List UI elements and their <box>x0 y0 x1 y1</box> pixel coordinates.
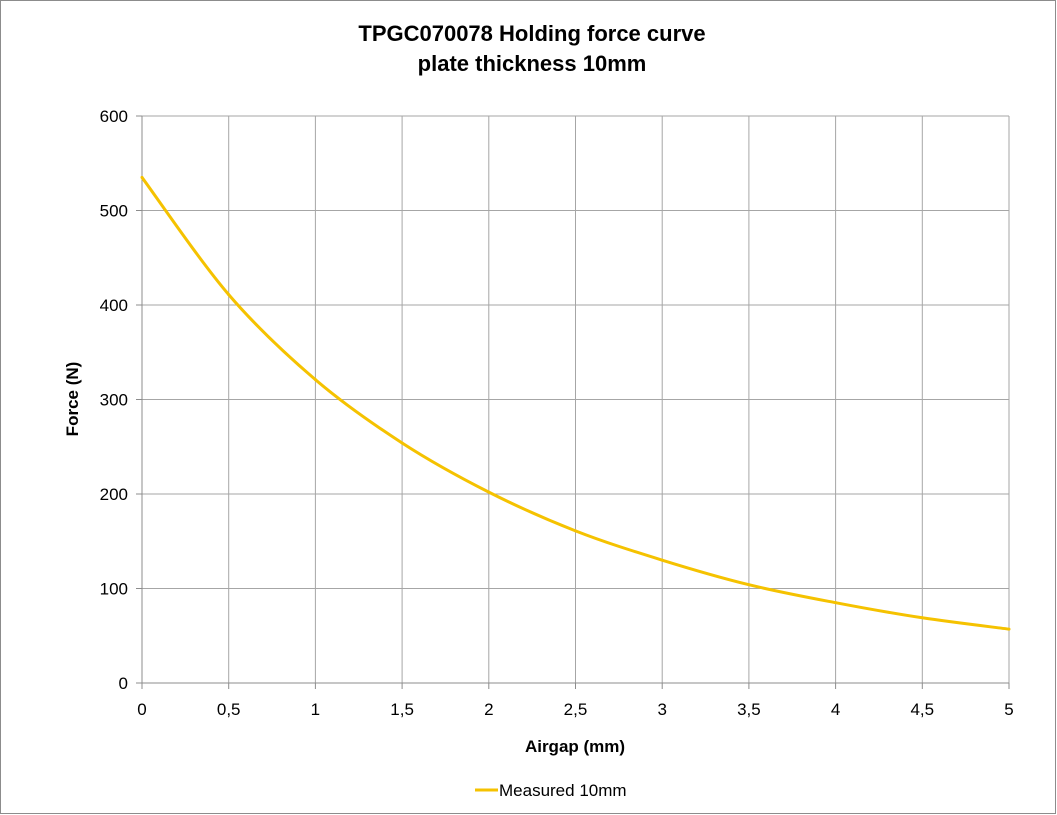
y-tick-label: 0 <box>119 674 128 693</box>
x-tick-label: 0 <box>137 700 146 719</box>
grid-layer <box>142 115 1010 683</box>
data-point <box>920 616 924 620</box>
y-tick-label: 100 <box>100 580 128 599</box>
data-point <box>834 601 838 605</box>
y-tick-label: 300 <box>100 391 128 410</box>
data-point <box>1007 627 1011 631</box>
x-tick-label: 2 <box>484 700 493 719</box>
series-line <box>140 176 1010 631</box>
y-tick-label: 500 <box>100 202 128 221</box>
data-point <box>313 378 317 382</box>
data-point <box>660 558 664 562</box>
legend: Measured 10mm <box>475 781 627 800</box>
x-tick-label: 3 <box>657 700 666 719</box>
data-point <box>747 583 751 587</box>
y-tick-label: 400 <box>100 296 128 315</box>
tick-labels: 0 100 200 300 400 500 600 0 0,5 1 1,5 2 2,5 3 3,5 4 4,5 5 <box>100 107 1014 719</box>
x-tick-label: 4,5 <box>910 700 934 719</box>
x-tick-label: 2,5 <box>564 700 588 719</box>
x-tick-label: 4 <box>831 700 840 719</box>
x-tick-label: 1,5 <box>390 700 414 719</box>
data-point <box>400 441 404 445</box>
legend-label: Measured 10mm <box>499 781 627 800</box>
chart-subtitle: plate thickness 10mm <box>418 51 647 76</box>
x-tick-label: 5 <box>1004 700 1013 719</box>
data-point <box>140 175 144 179</box>
y-axis-title: Force (N) <box>63 362 82 437</box>
y-tick-label: 200 <box>100 485 128 504</box>
chart-title: TPGC070078 Holding force curve <box>358 21 705 46</box>
x-tick-label: 3,5 <box>737 700 761 719</box>
data-point <box>487 490 491 494</box>
y-tick-label: 600 <box>100 107 128 126</box>
x-tick-label: 1 <box>311 700 320 719</box>
x-axis-title: Airgap (mm) <box>525 737 625 756</box>
series-layer <box>140 175 1011 631</box>
data-point <box>227 293 231 297</box>
axis-layer <box>136 115 1010 689</box>
data-point <box>574 529 577 533</box>
x-tick-label: 0,5 <box>217 700 241 719</box>
